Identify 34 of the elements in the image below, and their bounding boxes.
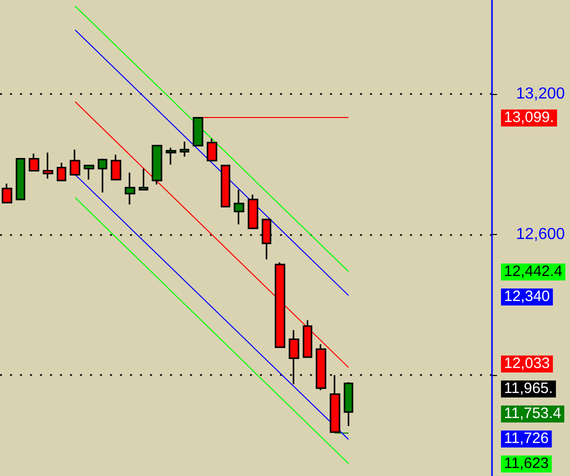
- candlestick: [316, 343, 326, 391]
- text: 11,965.: [504, 380, 553, 397]
- candlestick: [206, 138, 218, 162]
- text: 11,726: [504, 430, 549, 447]
- candlestick: [28, 152, 40, 172]
- text: 11,623: [504, 455, 549, 472]
- candlestick: [98, 158, 108, 194]
- candlestick: [192, 116, 204, 146]
- candlestick: [84, 164, 94, 180]
- text: 13,099.: [504, 108, 554, 126]
- candlestick: [234, 188, 244, 226]
- candlestick: [2, 182, 12, 204]
- candlestick: [274, 262, 286, 348]
- candlestick: [166, 146, 176, 166]
- candlestick: [248, 194, 258, 230]
- candlestick: [138, 168, 148, 190]
- candlestick: [70, 148, 80, 176]
- candlestick: [330, 374, 340, 433]
- candlestick: [344, 381, 354, 427]
- candlestick: [180, 140, 190, 158]
- candlestick: [152, 144, 162, 186]
- candlestick: [56, 162, 66, 182]
- candlestick: [124, 172, 136, 206]
- text: 12,340: [504, 288, 550, 306]
- y-tick-label: 12,600: [516, 226, 566, 243]
- candlestick: [302, 320, 312, 358]
- candlestick: [16, 158, 26, 200]
- text: 12,442.4: [504, 263, 562, 280]
- candlestick: [220, 164, 230, 208]
- text: 12,033: [504, 355, 550, 372]
- text: 11,753.4: [504, 405, 562, 422]
- candlestick: [42, 152, 54, 180]
- y-tick-label: 13,200: [516, 85, 566, 102]
- candlestick: [110, 154, 122, 182]
